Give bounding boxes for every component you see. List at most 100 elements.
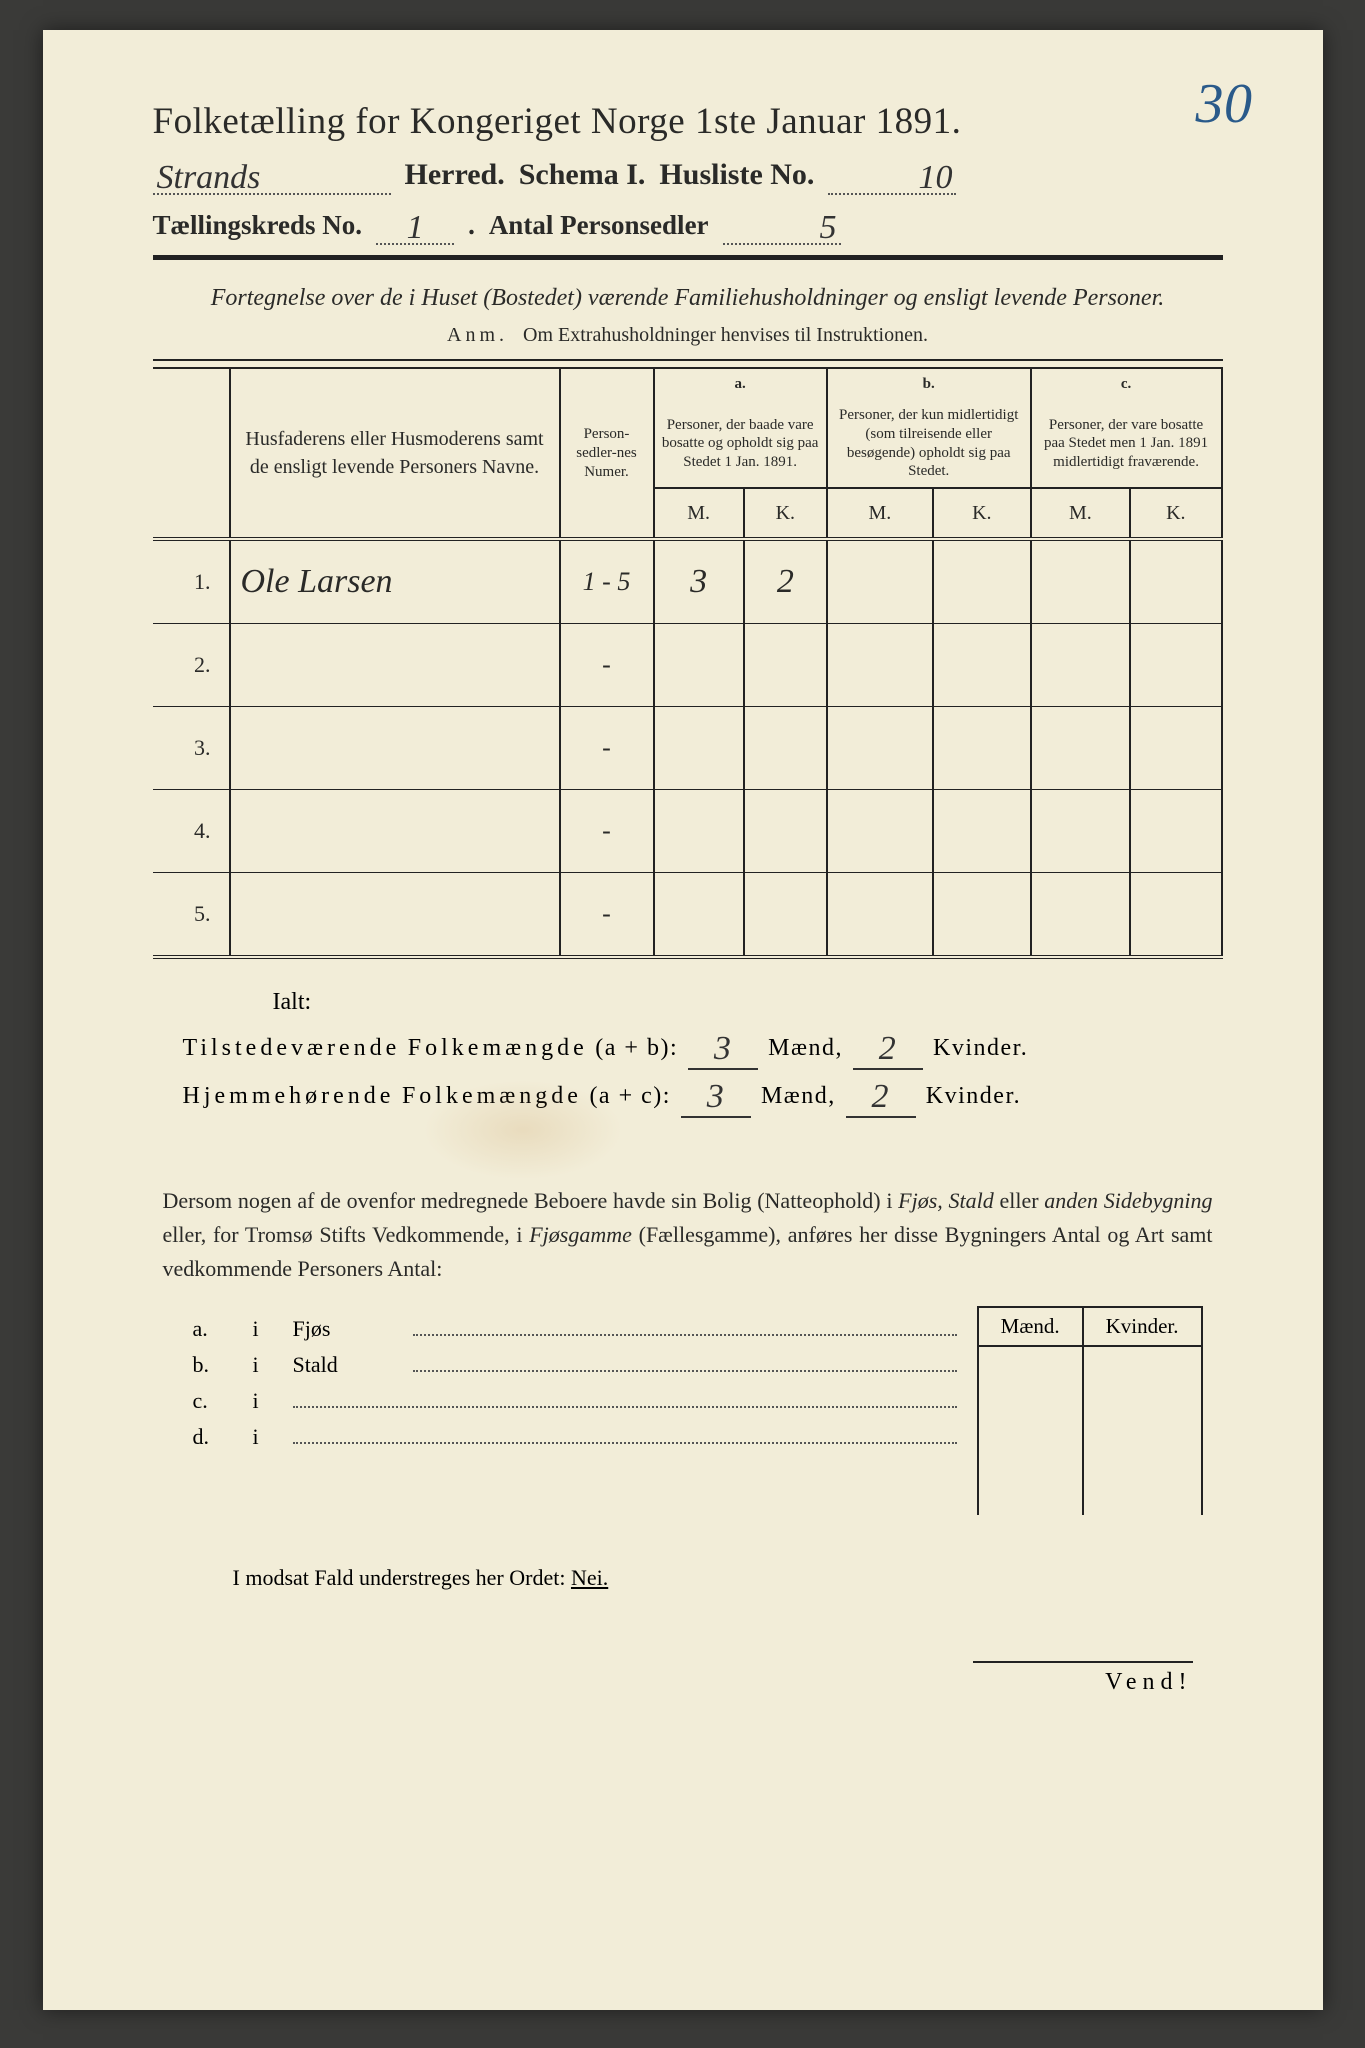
col-b-head: b. [827,368,1031,400]
a-k-cell [744,790,827,873]
b-m-cell [827,873,933,958]
sum1-k: 2 [853,1030,923,1070]
name-cell [230,873,560,958]
nei-word: Nei. [571,1565,608,1590]
form-subtitle: Fortegnelse over de i Huset (Bostedet) v… [173,282,1203,314]
row-number: 4. [153,790,230,873]
name-cell [230,707,560,790]
mk-box: Mænd. Kvinder. [977,1306,1203,1515]
herred-label: Herred. [405,158,505,192]
census-form-page: Folketælling for Kongeriget Norge 1ste J… [43,30,1323,2010]
row-b: b. i Stald [193,1350,957,1378]
a-m-cell [654,873,744,958]
census-table: Husfaderens eller Husmoderens samt de en… [153,367,1223,959]
dots-fill [293,1386,957,1408]
a-k-cell [744,624,827,707]
dots-fill [413,1314,957,1336]
dots-fill [413,1350,957,1372]
dots-fill [293,1422,957,1444]
antal-label: Antal Personsedler [489,210,709,241]
page-title: Folketælling for Kongeriget Norge 1ste J… [153,100,1223,143]
col-c-m: M. [1031,488,1130,539]
sum2-m: 3 [681,1078,751,1118]
nei-pre: I modsat Fald understreges her Ordet: [233,1565,566,1590]
ialt-label: Ialt: [273,989,1223,1016]
sum2-label: Hjemmehørende Folkemængde (a + c): [183,1083,671,1110]
divider-thick [153,255,1223,260]
c-m-cell [1031,707,1130,790]
table-row: 1.Ole Larsen1 - 532 [153,539,1222,624]
a-k-cell [744,707,827,790]
herred-value: Strands [157,159,261,196]
nei-line: I modsat Fald understreges her Ordet: Ne… [233,1565,1223,1591]
sum2-k: 2 [846,1078,916,1118]
anm-text: Om Extrahusholdninger henvises til Instr… [523,324,928,346]
b-k-cell [933,790,1031,873]
sum2-k-label: Kvinder. [926,1083,1021,1110]
a-k-cell: 2 [744,539,827,624]
sum1-k-label: Kvinder. [933,1035,1028,1062]
schema-label: Schema I. [519,158,646,192]
row-number: 1. [153,539,230,624]
sum1-m-label: Mænd, [768,1035,843,1062]
b-k-cell [933,624,1031,707]
col-c-head: c. [1031,368,1222,400]
b-m-cell [827,790,933,873]
a-m-cell [654,707,744,790]
page-annotation-handwritten: 30 [1196,72,1253,136]
c-k-cell [1130,873,1221,958]
anm-label: Anm. [447,324,508,346]
row-number: 5. [153,873,230,958]
vend-footer: Vend! [153,1661,1223,1696]
c-m-cell [1031,790,1130,873]
b-m-cell [827,539,933,624]
col-a-text: Personer, der baade vare bosatte og opho… [654,400,827,488]
husliste-value: 10 [918,159,952,196]
name-cell: Ole Larsen [230,539,560,624]
col-c-k: K. [1130,488,1221,539]
abcd-list: a. i Fjøs b. i Stald c. i d. i [193,1306,957,1515]
col-b-k: K. [933,488,1031,539]
kreds-value: 1 [407,209,424,246]
sum-line-1: Tilstedeværende Folkemængde (a + b): 3 M… [183,1026,1223,1066]
c-k-cell [1130,707,1221,790]
c-m-cell [1031,539,1130,624]
sum1-label: Tilstedeværende Folkemængde (a + b): [183,1035,679,1062]
col-numer-header: Person-sedler-nes Numer. [560,368,654,539]
a-m-cell: 3 [654,539,744,624]
c-m-cell [1031,873,1130,958]
table-row: 4.- [153,790,1222,873]
row-a: a. i Fjøs [193,1314,957,1342]
title-text: Folketælling for Kongeriget Norge 1ste J… [153,101,962,142]
header-line-2: Strands Herred. Schema I. Husliste No. 1… [153,155,1223,195]
row-number: 3. [153,707,230,790]
lower-block: a. i Fjøs b. i Stald c. i d. i [193,1306,1203,1515]
vend-text: Vend! [1105,1669,1192,1695]
annotation-line: Anm. Om Extrahusholdninger henvises til … [153,324,1223,347]
col-b-text: Personer, der kun midlertidigt (som tilr… [827,400,1031,488]
col-b-m: M. [827,488,933,539]
instructions-paragraph: Dersom nogen af de ovenfor medregnede Be… [163,1184,1213,1286]
col-a-k: K. [744,488,827,539]
sedler-cell: - [560,624,654,707]
table-row: 3.- [153,707,1222,790]
table-row: 5.- [153,873,1222,958]
c-k-cell [1130,624,1221,707]
divider-thin [153,359,1223,361]
name-cell [230,624,560,707]
col-rownum [153,368,230,539]
sum2-m-label: Mænd, [761,1083,836,1110]
c-k-cell [1130,790,1221,873]
sedler-cell: 1 - 5 [560,539,654,624]
mk-m-header: Mænd. [979,1308,1083,1346]
mk-k-header: Kvinder. [1083,1308,1201,1346]
col-names-header: Husfaderens eller Husmoderens samt de en… [230,368,560,539]
a-k-cell [744,873,827,958]
antal-value: 5 [820,209,837,246]
c-m-cell [1031,624,1130,707]
a-m-cell [654,790,744,873]
col-a-m: M. [654,488,744,539]
sum1-m: 3 [688,1030,758,1070]
a-m-cell [654,624,744,707]
kreds-label: Tællingskreds No. [153,210,363,241]
